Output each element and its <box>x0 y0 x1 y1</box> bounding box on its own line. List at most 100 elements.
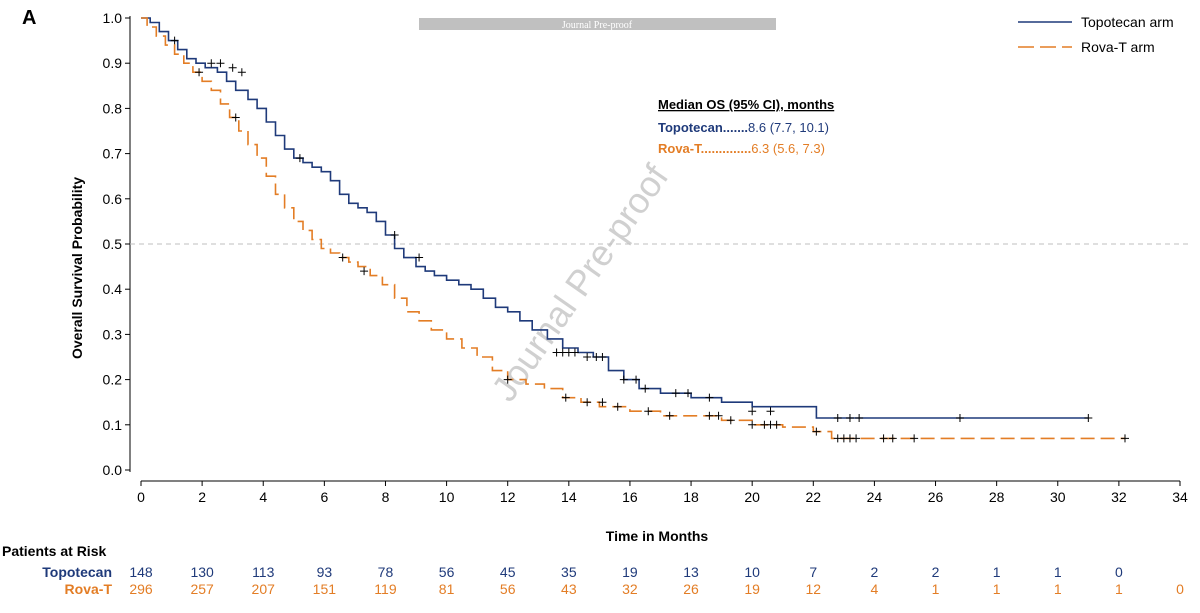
risk-count-topotecan: 7 <box>809 564 817 580</box>
risk-count-rovat: 257 <box>190 581 214 597</box>
censor-mark <box>237 68 246 77</box>
y-tick-label: 0.8 <box>103 100 123 116</box>
censor-mark <box>360 267 369 276</box>
risk-count-rovat: 12 <box>806 581 822 597</box>
censor-mark <box>641 384 650 393</box>
risk-row-label-rovat: Rova-T <box>65 581 113 597</box>
x-tick-label: 10 <box>439 489 455 505</box>
censor-mark <box>170 36 179 45</box>
risk-count-rovat: 19 <box>744 581 760 597</box>
watermark-text: Journal Pre-proof <box>483 156 677 408</box>
censor-mark <box>583 353 592 361</box>
x-tick-label: 4 <box>259 489 267 505</box>
censor-mark <box>714 411 723 420</box>
censor-mark <box>415 253 424 262</box>
y-tick-label: 0.5 <box>103 236 123 252</box>
x-tick-label: 16 <box>622 489 638 505</box>
x-tick-label: 28 <box>989 489 1005 505</box>
median-os-row-rovat: Rova-T..............6.3 (5.6, 7.3) <box>658 141 825 156</box>
censor-mark <box>231 113 240 122</box>
x-tick-label: 22 <box>806 489 822 505</box>
censor-mark <box>748 407 757 416</box>
risk-count-topotecan: 93 <box>317 564 333 580</box>
risk-row-label-topotecan: Topotecan <box>42 564 112 580</box>
censor-mark <box>598 398 607 407</box>
risk-table: Patients at Risk Topotecan Rova-T 148 130… <box>2 543 1184 597</box>
censor-mark <box>1084 414 1093 423</box>
y-tick-label: 0.6 <box>103 191 123 207</box>
censor-mark <box>772 420 781 429</box>
risk-count-topotecan: 2 <box>932 564 940 580</box>
censor-mark <box>216 59 225 68</box>
y-tick-label: 0.4 <box>103 281 123 297</box>
risk-count-topotecan: 0 <box>1115 564 1123 580</box>
censor-mark <box>705 411 714 420</box>
x-tick-label: 12 <box>500 489 516 505</box>
risk-count-rovat: 32 <box>622 581 638 597</box>
censor-mark <box>295 154 304 163</box>
risk-count-rovat: 4 <box>871 581 879 597</box>
censor-mark <box>561 393 570 402</box>
y-tick-label: 0.1 <box>103 417 123 433</box>
censor-mark <box>671 389 680 398</box>
median-os-value-topotecan: 8.6 (7.7, 10.1) <box>748 120 829 135</box>
x-tick-label: 24 <box>867 489 883 505</box>
risk-count-topotecan: 19 <box>622 564 638 580</box>
censor-mark <box>845 414 854 423</box>
median-os-row-topotecan: Topotecan.......8.6 (7.7, 10.1) <box>658 120 829 135</box>
risk-count-topotecan: 78 <box>378 564 394 580</box>
risk-count-rovat: 0 <box>1176 581 1184 597</box>
censor-mark <box>833 414 842 423</box>
x-tick-label: 6 <box>320 489 328 505</box>
x-tick-label: 34 <box>1172 489 1188 505</box>
risk-count-rovat: 296 <box>129 581 153 597</box>
censor-mark <box>766 407 775 416</box>
y-axis-title: Overall Survival Probability <box>69 177 85 359</box>
risk-count-topotecan: 1 <box>993 564 1001 580</box>
censor-mark <box>228 63 237 72</box>
censor-mark <box>665 411 674 420</box>
risk-count-topotecan: 45 <box>500 564 516 580</box>
y-tick-label: 0.7 <box>103 146 123 162</box>
journal-banner-text: Journal Pre-proof <box>562 20 633 31</box>
risk-count-topotecan: 1 <box>1054 564 1062 580</box>
risk-count-topotecan: 13 <box>683 564 699 580</box>
censor-mark <box>726 416 735 425</box>
risk-count-rovat: 119 <box>374 581 397 597</box>
series-topotecan <box>141 17 1093 423</box>
censor-mark <box>955 414 964 423</box>
censor-mark <box>1120 434 1129 443</box>
x-tick-label: 20 <box>744 489 760 505</box>
x-tick-label: 26 <box>928 489 944 505</box>
x-tick-label: 14 <box>561 489 577 505</box>
y-tick-label: 0.2 <box>103 372 123 388</box>
risk-count-rovat: 1 <box>932 581 940 597</box>
risk-count-rovat: 26 <box>683 581 699 597</box>
risk-count-topotecan: 35 <box>561 564 577 580</box>
risk-count-rovat: 1 <box>993 581 1001 597</box>
risk-count-rovat: 207 <box>252 581 276 597</box>
censor-mark <box>812 427 821 436</box>
journal-banner-bar <box>419 18 776 30</box>
censor-mark <box>570 348 579 357</box>
censor-mark <box>195 68 204 77</box>
axes: 0.00.10.20.30.40.50.60.70.80.91.00 2 4 6 8 10… <box>103 10 1188 505</box>
risk-count-topotecan: 130 <box>190 564 214 580</box>
x-tick-label: 30 <box>1050 489 1066 505</box>
censor-mark <box>879 434 888 443</box>
risk-table-title: Patients at Risk <box>2 543 106 559</box>
journal-banner: Journal Pre-proof <box>419 18 776 31</box>
censor-mark <box>619 375 628 384</box>
x-tick-label: 0 <box>137 489 145 505</box>
risk-count-topotecan: 113 <box>252 564 275 580</box>
risk-count-rovat: 1 <box>1115 581 1123 597</box>
y-tick-label: 1.0 <box>103 10 123 26</box>
censor-mark <box>503 375 512 384</box>
censor-mark <box>644 407 653 416</box>
censor-mark <box>583 398 592 407</box>
x-tick-label: 18 <box>683 489 699 505</box>
y-tick-label: 0.9 <box>103 55 123 71</box>
censor-mark <box>207 59 216 68</box>
